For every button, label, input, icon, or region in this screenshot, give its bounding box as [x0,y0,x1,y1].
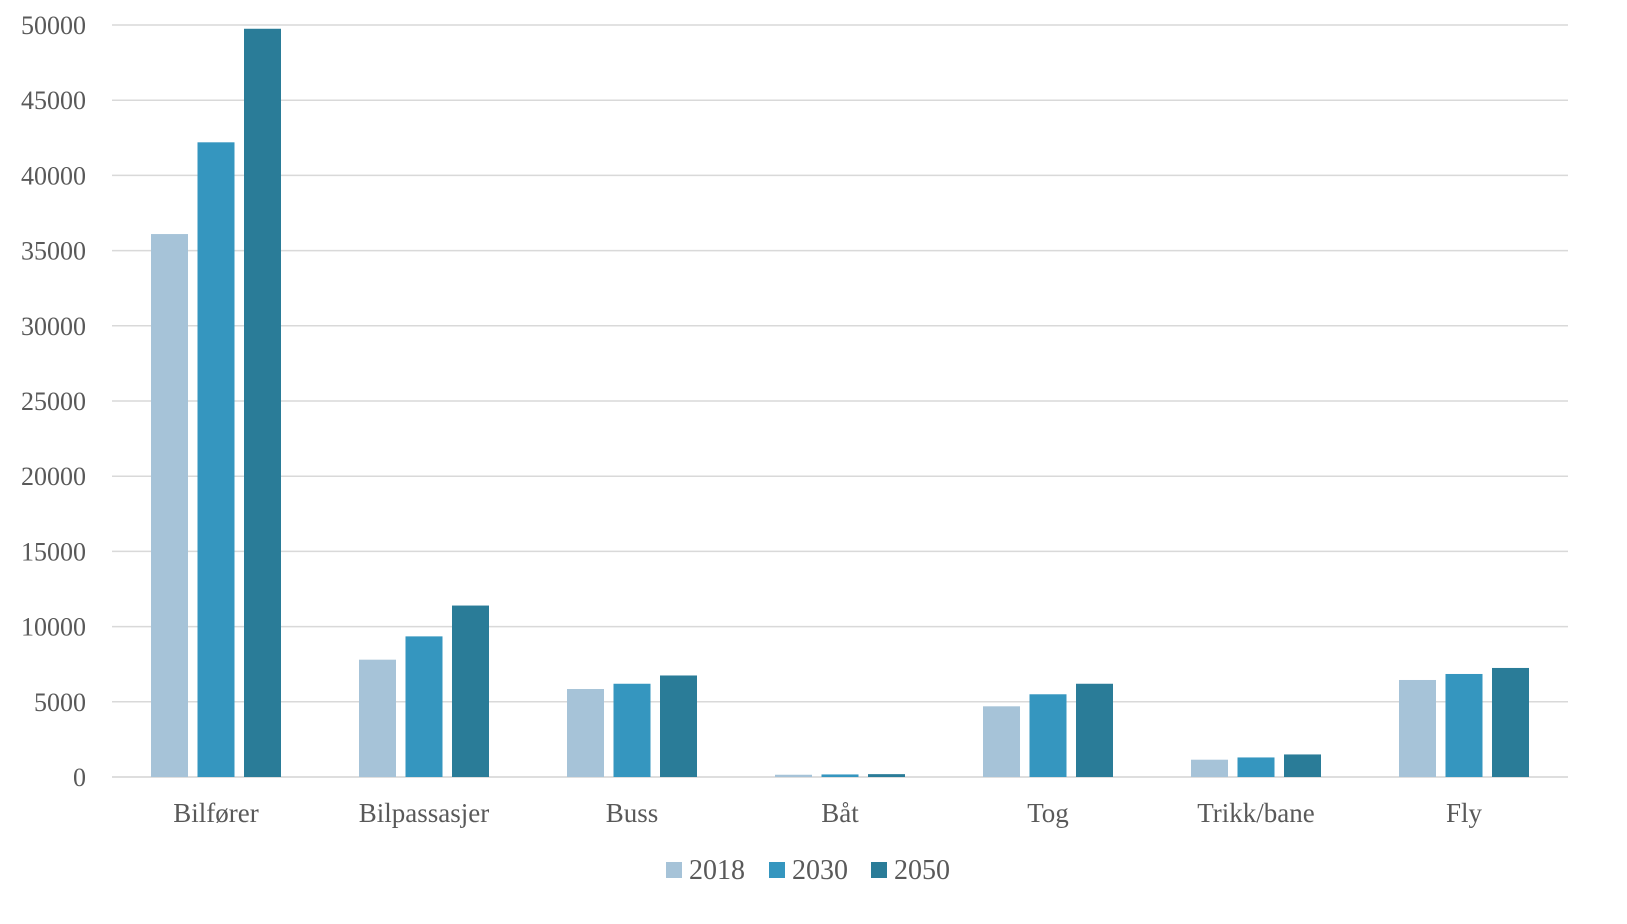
y-tick-label: 15000 [21,537,86,566]
bar-2050-2 [660,675,697,777]
x-category-label: Båt [821,798,859,828]
legend-item-2050: 2050 [871,855,950,886]
x-category-label: Trikk/bane [1197,798,1315,828]
bar-2050-0 [244,28,281,777]
bar-2050-1 [452,605,489,777]
x-category-label: Tog [1027,798,1069,828]
bar-2030-1 [405,636,443,777]
gridlines [112,24,1568,778]
bar-2018-3 [775,774,812,777]
bar-2030-3 [821,774,859,777]
y-tick-label: 25000 [21,387,86,416]
legend-label: 2030 [792,855,848,886]
bar-2030-5 [1237,757,1275,777]
legend-item-2030: 2030 [769,855,848,886]
y-tick-label: 20000 [21,462,86,491]
legend-label: 2050 [894,855,950,886]
x-category-label: Fly [1446,798,1483,828]
bar-2030-6 [1445,673,1483,777]
bar-2018-2 [567,689,604,777]
legend-item-2018: 2018 [666,855,745,886]
bar-2018-4 [983,706,1020,777]
y-tick-label: 40000 [21,161,86,190]
legend-swatch [871,862,887,878]
y-tick-label: 50000 [21,11,86,40]
y-tick-label: 35000 [21,237,86,266]
bars [151,28,1529,777]
bar-2030-2 [613,683,651,777]
bar-2018-1 [359,659,396,777]
legend-label: 2018 [689,855,745,886]
x-category-label: Bilfører [173,798,258,828]
bar-2050-4 [1076,683,1113,777]
y-tick-label: 10000 [21,613,86,642]
legend-swatch [666,862,682,878]
bar-2050-6 [1492,667,1529,777]
x-axis-category-labels: Bilfører Bilpassasjer Buss Båt Tog Trikk/bane… [173,798,1482,828]
bar-2018-0 [151,234,188,777]
y-tick-label: 5000 [34,688,86,717]
y-axis-tick-labels: 0 5000 10000 15000 20000 25000 30000 35000 40000… [21,11,86,792]
bar-2018-6 [1399,679,1436,777]
y-tick-label: 45000 [21,86,86,115]
legend-swatch [769,862,785,878]
x-category-label: Bilpassasjer [359,798,489,828]
legend: 2018 2030 2050 [666,855,950,886]
bar-2050-3 [868,774,905,777]
y-tick-label: 30000 [21,312,86,341]
bar-2050-5 [1284,754,1321,777]
bar-2030-0 [197,142,235,777]
bar-2018-5 [1191,759,1228,777]
x-category-label: Buss [606,798,659,828]
bar-2030-4 [1029,694,1067,777]
y-tick-label: 0 [73,763,86,792]
